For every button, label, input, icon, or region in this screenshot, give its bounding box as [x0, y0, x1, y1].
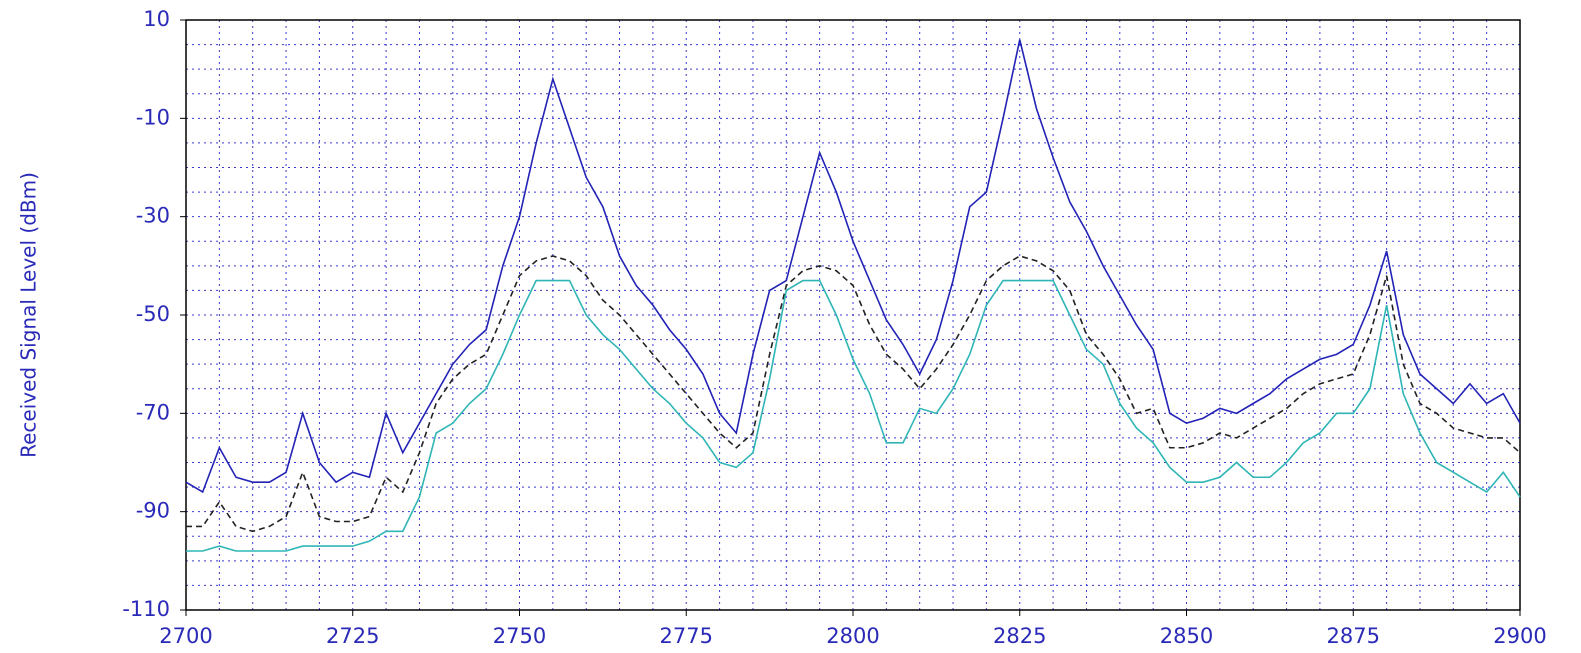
x-tick-label: 2750 [493, 624, 546, 648]
series-line [186, 255, 1521, 533]
x-tick-label: 2700 [159, 624, 212, 648]
plot-frame [185, 19, 1521, 611]
y-tick-label: -10 [136, 105, 170, 129]
series-line [186, 279, 1521, 552]
series-line [185, 39, 1521, 494]
x-tick-label: 2775 [660, 624, 713, 648]
y-tick-label: -90 [136, 499, 170, 523]
y-tick-label: -50 [136, 302, 170, 326]
y-tick-label: -110 [122, 597, 170, 621]
y-tick-label: -30 [136, 204, 170, 228]
y-tick-label: 10 [143, 7, 170, 31]
y-tick-label: -70 [136, 400, 170, 424]
x-tick-label: 2725 [326, 624, 379, 648]
y-axis-title: Received Signal Level (dBm) [17, 172, 41, 458]
x-tick-label: 2900 [1493, 624, 1546, 648]
x-tick-label: 2800 [826, 624, 879, 648]
x-tick-label: 2825 [993, 624, 1046, 648]
x-tick-label: 2875 [1327, 624, 1380, 648]
x-tick-label: 2850 [1160, 624, 1213, 648]
